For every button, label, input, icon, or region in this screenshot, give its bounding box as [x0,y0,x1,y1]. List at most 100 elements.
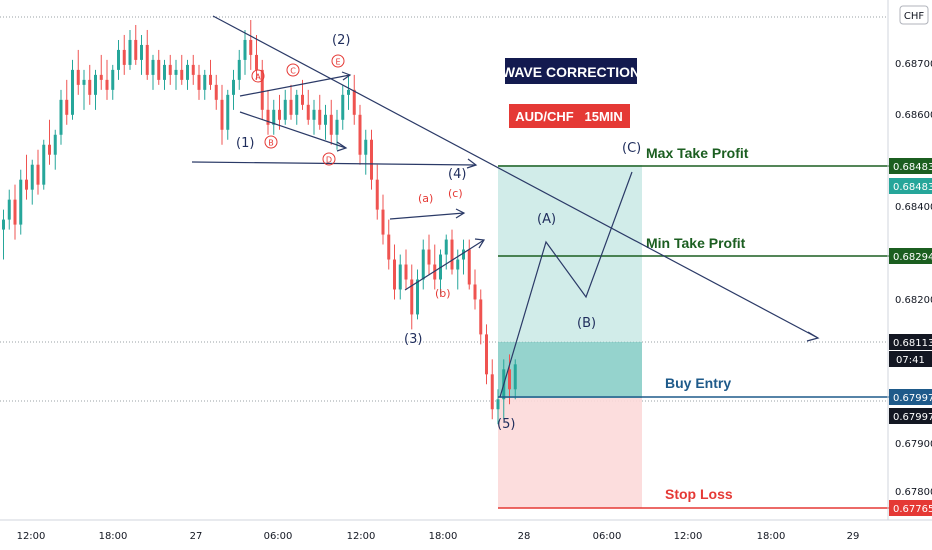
candle-body [128,39,132,65]
svg-text:0.68113: 0.68113 [893,338,932,349]
candle-body [473,284,477,300]
candle-body [157,59,161,80]
candle-body [174,69,178,75]
circled-label-e: E [331,54,345,68]
candle-body [260,69,264,110]
candle-body [416,279,419,315]
price-tag-min-tp: 0.68294 [889,248,932,264]
projection-path[interactable] [499,171,633,398]
triangle-upper-line-1[interactable] [239,74,351,97]
time-axis-ticks: 12:00 18:00 27 06:00 12:00 18:00 28 06:00 12:00 1… [17,531,860,542]
price-tag-entry-2: 0.67997 [889,408,932,424]
candle-body [301,94,304,105]
svg-text:07:41: 07:41 [896,355,925,366]
candle-body [347,89,350,95]
candle-body [306,104,310,120]
candle-body [249,39,253,55]
candle-body [82,79,86,85]
x-tick-label: 12:00 [347,531,376,542]
candle-body [450,239,454,270]
triangle-lower-line-2[interactable] [404,239,485,291]
candle-body [117,49,120,70]
price-tag-max-tp-2: 0.68483 [889,178,932,194]
svg-text:A: A [255,73,261,82]
candle-body [191,64,195,75]
candle-body [186,64,189,80]
triangle-lower-line-1[interactable] [239,111,347,149]
sub-label-b: (b) [435,287,451,300]
candle-body [197,74,201,90]
candle-body [410,279,414,315]
candle-body [111,69,115,90]
candle-body [53,134,57,155]
candle-body [76,69,80,85]
main-trendline[interactable] [212,15,819,339]
candle-body [36,164,40,185]
horizontal-arrow-line[interactable] [191,161,477,166]
max-take-profit-label: Max Take Profit [646,145,749,161]
arrowhead-lower-1 [336,141,348,152]
candle-body [226,94,230,130]
candle-body [88,79,92,95]
candle-body [168,64,172,75]
wave-label-1: (1) [236,136,254,151]
candle-body [312,109,316,120]
candle-body [243,39,247,60]
candle-body [513,364,517,390]
price-tag-entry: 0.67997 [889,389,932,405]
buy-entry-label: Buy Entry [665,375,731,391]
circled-label-a: A [251,69,265,83]
stop-loss-label: Stop Loss [665,486,733,502]
circled-label-d: D [322,152,336,166]
candle-body [42,144,46,185]
candle-body [341,94,345,120]
profit-zone-filled [498,342,642,398]
x-tick-label: 28 [518,531,531,542]
x-tick-label: 12:00 [674,531,703,542]
svg-text:D: D [326,156,332,165]
candle-body [467,249,471,285]
loss-zone[interactable] [498,398,642,508]
candle-body [214,84,218,100]
svg-text:C: C [290,67,296,76]
candle-body [289,99,293,115]
candle-body [387,234,391,260]
candle-body [462,249,465,260]
x-tick-label: 27 [190,531,203,542]
candle-body [335,119,339,135]
svg-text:B: B [268,139,274,148]
candle-body [7,199,11,220]
candle-body [30,164,34,190]
svg-text:CHF: CHF [904,11,925,22]
candle-body [398,264,402,290]
arrowhead-upper-2 [455,208,466,219]
profit-zone[interactable] [498,165,642,398]
candle-body [370,139,373,180]
candle-body [404,264,408,280]
currency-badge[interactable]: CHF [899,5,929,25]
min-take-profit-label: Min Take Profit [646,235,746,251]
wave-label-5: (5) [497,417,515,432]
candle-body [209,74,212,85]
candle-body [2,219,5,230]
candle-body [508,369,511,390]
x-tick-label: 18:00 [757,531,786,542]
candle-body [122,49,126,65]
svg-text:0.68483: 0.68483 [893,182,932,193]
candle-body [237,59,241,80]
svg-text:0.67997: 0.67997 [893,393,932,404]
candle-body [19,179,23,225]
triangle-upper-line-2[interactable] [389,212,465,220]
candle-body [358,114,362,155]
circled-label-b: B [264,135,278,149]
candle-body [220,99,224,130]
projection-label-b: (B) [577,316,596,331]
x-tick-label: 18:00 [429,531,458,542]
candle-body [381,209,385,235]
candle-body [145,44,149,75]
